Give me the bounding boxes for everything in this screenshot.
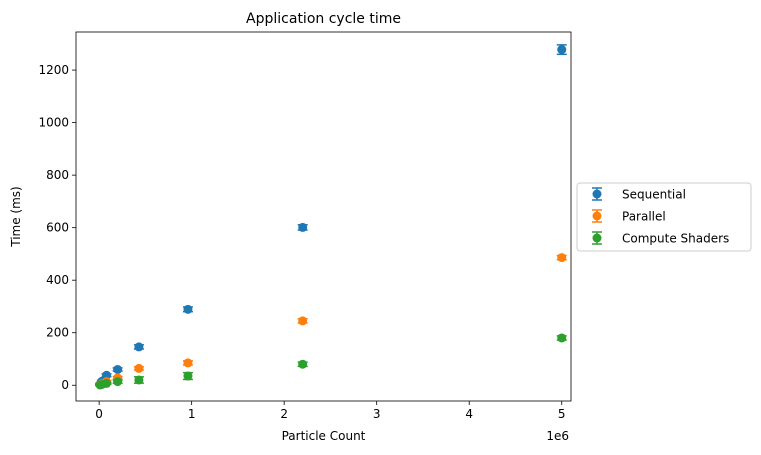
y-tick-label: 400 (46, 273, 69, 287)
y-tick-label: 0 (61, 378, 69, 392)
data-point (102, 370, 112, 380)
data-point (557, 253, 567, 263)
y-axis: 0 200 400 600 800 1000 1200 (38, 63, 76, 392)
y-axis-label: Time (ms) (9, 186, 23, 248)
x-tick-label: 4 (465, 407, 473, 421)
x-tick-label: 3 (373, 407, 381, 421)
data-point (183, 371, 193, 381)
data-point (298, 316, 308, 326)
legend-label: Parallel (622, 210, 666, 224)
plot-area (75, 31, 572, 402)
x-tick-label: 0 (95, 407, 103, 421)
data-point (113, 377, 123, 387)
data-point (134, 375, 144, 385)
x-tick-label: 1 (188, 407, 196, 421)
data-point (557, 333, 567, 343)
legend-marker (592, 189, 602, 199)
legend-marker (592, 233, 602, 243)
legend-label: Sequential (622, 188, 686, 202)
data-point (102, 378, 112, 388)
data-point (183, 304, 193, 314)
legend-box (576, 182, 752, 252)
data-point (113, 364, 123, 374)
legend-item: Sequential (592, 187, 686, 202)
legend: Sequential Parallel Compute Shaders (576, 182, 752, 252)
legend-item: Compute Shaders (592, 231, 729, 246)
y-tick-label: 1000 (38, 116, 69, 130)
data-point (183, 358, 193, 368)
x-tick-label: 2 (280, 407, 288, 421)
y-tick-label: 200 (46, 326, 69, 340)
data-point (298, 222, 308, 232)
chart-title: Application cycle time (246, 11, 401, 27)
series-sequential (95, 44, 567, 389)
y-tick-label: 800 (46, 168, 69, 182)
x-axis-offset-label: 1e6 (546, 429, 569, 443)
data-point (134, 363, 144, 373)
series-parallel (95, 253, 567, 390)
legend-label: Compute Shaders (622, 232, 729, 246)
legend-marker (592, 211, 602, 221)
legend-item: Parallel (592, 209, 666, 224)
data-series (95, 44, 567, 390)
y-tick-label: 1200 (38, 63, 69, 77)
series-compute-shaders (95, 333, 567, 390)
x-axis: 0 1 2 3 4 5 (95, 401, 566, 421)
y-tick-label: 600 (46, 221, 69, 235)
x-tick-label: 5 (558, 407, 566, 421)
data-point (134, 342, 144, 352)
data-point (557, 45, 567, 55)
data-point (298, 359, 308, 369)
x-axis-label: Particle Count (282, 429, 366, 443)
